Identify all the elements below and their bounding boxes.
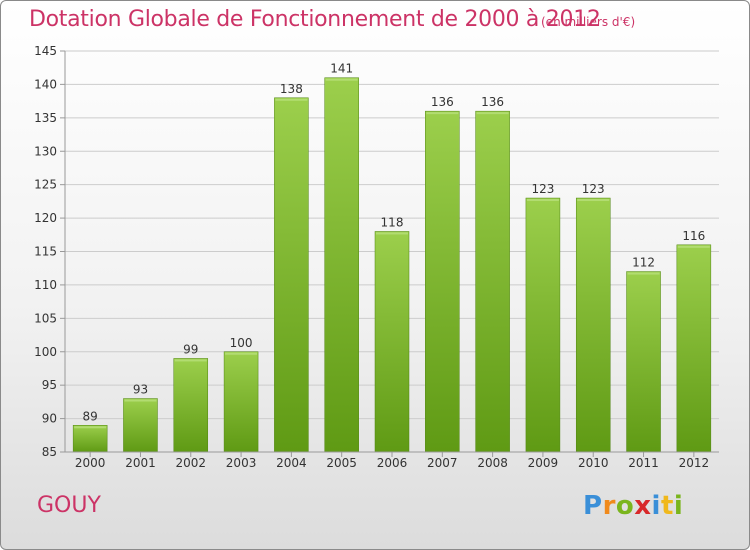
y-tick-label: 90 <box>42 412 57 426</box>
bar-2001 <box>123 398 158 453</box>
x-tick-label: 2001 <box>125 456 156 470</box>
bar-2011 <box>626 271 661 453</box>
bar-highlight <box>627 272 660 275</box>
x-tick-label: 2012 <box>679 456 710 470</box>
x-tick-label: 2010 <box>578 456 609 470</box>
y-tick-label: 120 <box>34 211 57 225</box>
x-tick-label: 2003 <box>226 456 257 470</box>
bar-2009 <box>525 197 561 453</box>
y-tick-label: 95 <box>42 378 57 392</box>
bar-highlight <box>577 199 610 202</box>
bar-highlight <box>376 232 408 235</box>
bar-2005 <box>324 77 359 453</box>
bar-2012 <box>676 244 712 453</box>
y-axis: 85 90 95 100 105 110 115 120 125 130 135 140 145 <box>34 44 66 459</box>
y-tick-label: 135 <box>34 111 57 125</box>
bar-highlight <box>275 98 308 101</box>
logo-letter: i <box>651 491 661 521</box>
y-tick-label: 105 <box>34 311 57 325</box>
bar-value-label: 99 <box>183 342 198 356</box>
logo-letter: P <box>583 491 603 521</box>
bar-highlight <box>124 399 157 402</box>
bar-2006 <box>374 231 410 453</box>
logo-letter: x <box>634 491 652 521</box>
bar-value-label: 93 <box>133 383 148 397</box>
bar-value-label: 136 <box>431 95 454 109</box>
x-tick-label: 2000 <box>75 456 106 470</box>
x-axis: 2000 2001 2002 2003 2004 2005 2006 2007 2008 2009… <box>65 451 719 470</box>
y-tick-label: 100 <box>34 345 57 359</box>
bar-2000 <box>72 425 108 453</box>
y-tick-label: 140 <box>34 77 57 91</box>
x-tick-label: 2005 <box>326 456 357 470</box>
bar-value-label: 138 <box>280 82 303 96</box>
bar-highlight <box>426 112 459 115</box>
bar-value-label: 112 <box>632 256 655 270</box>
bar-highlight <box>74 426 107 429</box>
chart-unit: (en milliers d'€) <box>541 15 636 29</box>
bar-2007 <box>425 110 460 453</box>
bar-value-label: 116 <box>682 229 705 243</box>
bar-highlight <box>325 78 358 81</box>
bar-highlight <box>526 199 559 202</box>
bar-highlight <box>225 352 258 355</box>
bar-2004 <box>274 97 309 453</box>
bar-value-label: 123 <box>582 182 605 196</box>
bar-value-label: 136 <box>481 95 504 109</box>
y-tick-label: 110 <box>34 278 57 292</box>
bar-2008 <box>475 110 510 453</box>
x-tick-label: 2007 <box>427 456 458 470</box>
logo-letter: o <box>615 491 635 521</box>
proxiti-logo: Proxiti <box>583 491 683 521</box>
x-tick-label: 2008 <box>477 456 508 470</box>
bar-value-label: 123 <box>531 182 554 196</box>
x-tick-label: 2009 <box>528 456 559 470</box>
logo-letter: i <box>673 491 684 521</box>
bar-2003 <box>223 351 259 453</box>
x-tick-label: 2011 <box>628 456 659 470</box>
bar-highlight <box>174 359 207 362</box>
bar-value-label: 100 <box>230 336 253 350</box>
y-tick-label: 130 <box>34 144 57 158</box>
bar-value-label: 118 <box>381 215 404 229</box>
x-tick-label: 2004 <box>276 456 307 470</box>
bar-highlight <box>677 245 710 248</box>
bar-2002 <box>173 358 209 453</box>
logo-letter: t <box>660 491 674 521</box>
bars: 89 93 99 100 138 141 118 136 136 123 123 112 116 <box>72 62 712 453</box>
y-tick-label: 115 <box>34 245 57 259</box>
y-tick-label: 85 <box>42 445 57 459</box>
bar-value-label: 89 <box>83 409 98 423</box>
x-tick-label: 2006 <box>377 456 408 470</box>
commune-name: GOUY <box>37 493 101 518</box>
chart-title: Dotation Globale de Fonctionnement de 20… <box>29 7 601 32</box>
x-tick-label: 2002 <box>175 456 206 470</box>
bar-value-label: 141 <box>330 62 353 76</box>
bar-2010 <box>575 197 611 453</box>
logo-letter: r <box>602 491 616 521</box>
y-tick-label: 145 <box>34 44 57 58</box>
y-tick-label: 125 <box>34 178 57 192</box>
bar-highlight <box>476 112 509 115</box>
